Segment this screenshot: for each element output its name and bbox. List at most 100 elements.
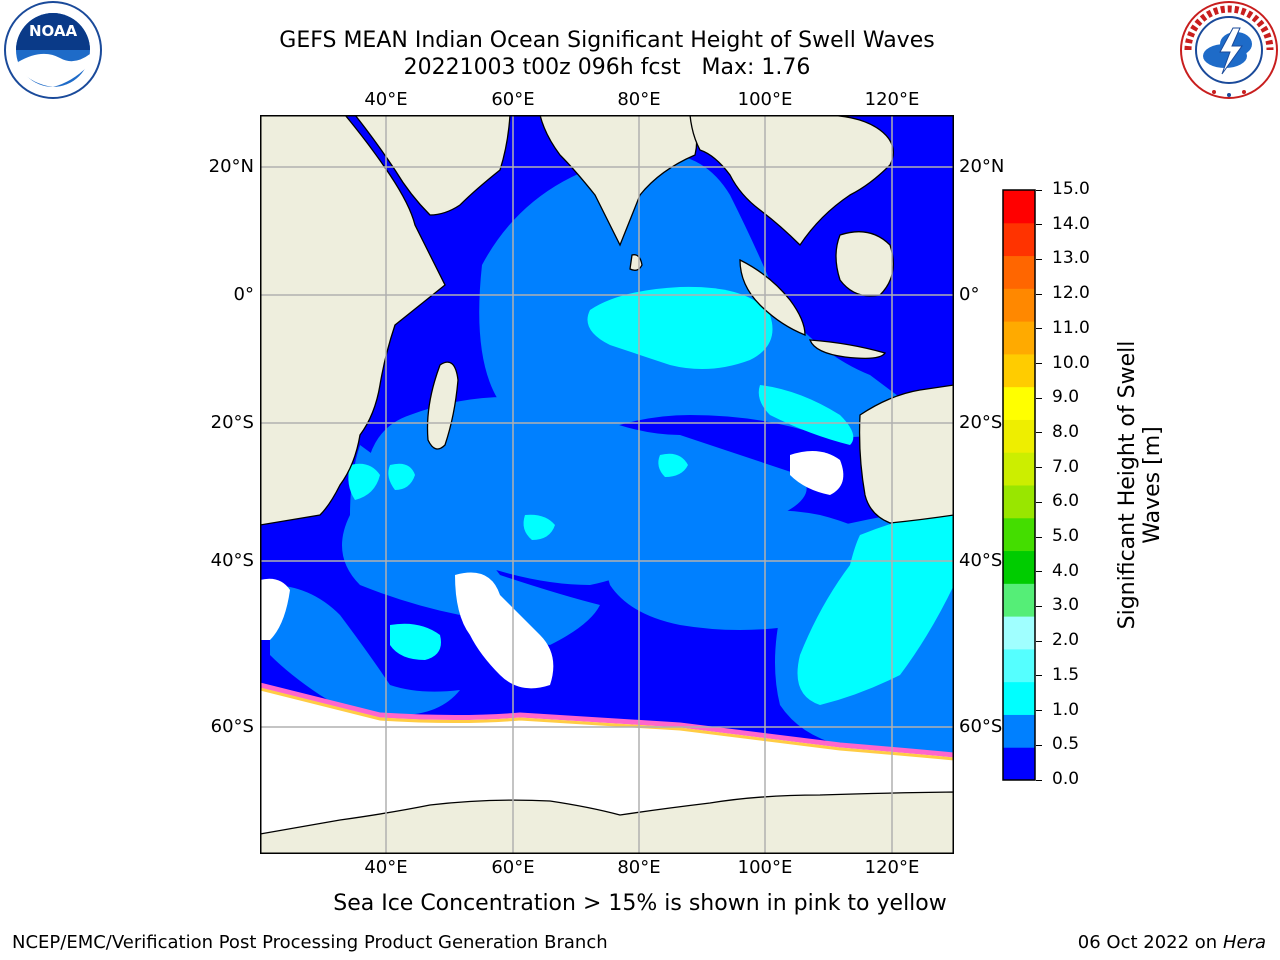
- lon-tick-top: 80°E: [617, 89, 661, 110]
- lon-tick-bottom: 120°E: [864, 857, 920, 878]
- gridlines: [260, 115, 954, 854]
- colorbar-tick: [1036, 258, 1042, 260]
- map-title: GEFS MEAN Indian Ocean Significant Heigh…: [279, 28, 935, 53]
- lon-tick-top: 40°E: [364, 89, 408, 110]
- southeast-asia: [689, 115, 894, 247]
- sea-ice-edge-yellow: [260, 687, 954, 761]
- footer-left: NCEP/EMC/Verification Post Processing Pr…: [12, 932, 608, 953]
- colorbar-tick: [1036, 328, 1042, 330]
- java: [809, 339, 887, 359]
- colorbar-title-line1: Significant Height of Swell: [1115, 340, 1140, 630]
- colorbar-tick: [1036, 293, 1042, 295]
- colorbar-tick-label: 9.0: [1052, 387, 1080, 408]
- colorbar-tick: [1036, 397, 1042, 399]
- colorbar-tick-label: 2.0: [1052, 630, 1080, 651]
- arabia: [354, 115, 511, 216]
- colorbar-tick-label: 8.0: [1052, 421, 1080, 442]
- colorbar-frame: [1002, 189, 1036, 781]
- colorbar-segment: [1003, 222, 1035, 257]
- lat-tick-left: 40°S: [210, 550, 254, 571]
- colorbar-segment: [1003, 747, 1035, 781]
- colorbar-tick: [1036, 779, 1042, 781]
- colorbar-segment: [1003, 550, 1035, 584]
- lon-tick-top: 60°E: [491, 89, 535, 110]
- colorbar-segment: [1003, 452, 1035, 486]
- colorbar-tick-label: 15.0: [1052, 179, 1090, 199]
- colorbar: [1002, 189, 1036, 781]
- colorbar-tick: [1036, 675, 1042, 677]
- colorbar-tick: [1036, 536, 1042, 538]
- lat-tick-right: 40°S: [959, 550, 1003, 571]
- colorbar-segment: [1003, 419, 1035, 453]
- colorbar-tick-label: 4.0: [1052, 560, 1080, 581]
- lon-tick-top: 100°E: [737, 89, 793, 110]
- colorbar-title: Significant Height of Swell Waves [m]: [1115, 335, 1165, 635]
- noaa-logo: NOAA: [4, 1, 102, 99]
- colorbar-tick-label: 0.0: [1052, 769, 1080, 789]
- nws-logo: [1180, 1, 1278, 99]
- lat-tick-left: 60°S: [210, 716, 254, 737]
- ocean-high-band: [348, 286, 954, 705]
- colorbar-tick: [1036, 710, 1042, 712]
- colorbar-tick-label: 0.5: [1052, 734, 1080, 755]
- colorbar-tick-label: 1.5: [1052, 664, 1080, 685]
- colorbar-segment: [1003, 648, 1035, 683]
- colorbar-tick: [1036, 432, 1042, 434]
- colorbar-segment: [1003, 616, 1035, 650]
- colorbar-segment: [1003, 255, 1035, 289]
- lat-tick-left: 0°: [233, 284, 254, 305]
- colorbar-segment: [1003, 321, 1035, 355]
- colorbar-segment: [1003, 353, 1035, 388]
- colorbar-tick-label: 6.0: [1052, 491, 1080, 512]
- colorbar-segment: [1003, 714, 1035, 748]
- colorbar-tick: [1036, 224, 1042, 226]
- india: [539, 115, 698, 247]
- lon-tick-bottom: 40°E: [364, 857, 408, 878]
- sea-ice-edge-pink: [260, 682, 954, 758]
- map-subtitle: 20221003 t00z 096h fcst Max: 1.76: [403, 55, 811, 80]
- colorbar-title-line2: Waves [m]: [1140, 426, 1165, 544]
- lon-tick-bottom: 80°E: [617, 857, 661, 878]
- masked-patch-west-australia: [790, 451, 844, 495]
- colorbar-tick-label: 10.0: [1052, 352, 1090, 373]
- colorbar-segment: [1003, 190, 1035, 224]
- colorbar-tick-label: 14.0: [1052, 213, 1090, 234]
- colorbar-tick-label: 3.0: [1052, 595, 1080, 616]
- colorbar-tick: [1036, 467, 1042, 469]
- antarctica: [260, 791, 954, 854]
- footer-date: 06 Oct 2022 on: [1077, 932, 1223, 953]
- colorbar-segment: [1003, 517, 1035, 552]
- lat-tick-right: 0°: [959, 284, 980, 305]
- lat-tick-right: 20°S: [959, 412, 1003, 433]
- colorbar-tick-label: 13.0: [1052, 248, 1090, 269]
- colorbar-segment: [1003, 386, 1035, 420]
- colorbar-segment: [1003, 485, 1035, 519]
- masked-patch-west: [260, 578, 290, 640]
- colorbar-segment: [1003, 583, 1035, 617]
- footer-host: Hera: [1222, 932, 1266, 953]
- footer-right: 06 Oct 2022 on Hera: [1078, 932, 1266, 953]
- map-frame: [260, 115, 954, 854]
- colorbar-tick: [1036, 189, 1042, 191]
- swell-height-map: [260, 115, 954, 854]
- lon-tick-bottom: 60°E: [491, 857, 535, 878]
- colorbar-tick-label: 12.0: [1052, 283, 1090, 304]
- colorbar-tick: [1036, 744, 1042, 746]
- lon-tick-bottom: 100°E: [737, 857, 793, 878]
- colorbar-tick: [1036, 501, 1042, 503]
- lat-tick-left: 20°N: [208, 156, 254, 177]
- sumatra: [739, 258, 806, 336]
- colorbar-tick: [1036, 640, 1042, 642]
- lon-tick-top: 120°E: [864, 89, 920, 110]
- colorbar-segment: [1003, 288, 1035, 322]
- australia: [858, 384, 954, 524]
- colorbar-tick: [1036, 605, 1042, 607]
- madagascar: [426, 361, 459, 450]
- colorbar-tick-label: 7.0: [1052, 456, 1080, 477]
- sea-ice-note: Sea Ice Concentration > 15% is shown in …: [333, 891, 947, 916]
- svg-text:NOAA: NOAA: [29, 22, 78, 40]
- colorbar-tick-label: 11.0: [1052, 317, 1090, 338]
- lat-tick-right: 20°N: [959, 156, 1005, 177]
- masked-patch: [455, 572, 554, 689]
- lat-tick-right: 60°S: [959, 716, 1003, 737]
